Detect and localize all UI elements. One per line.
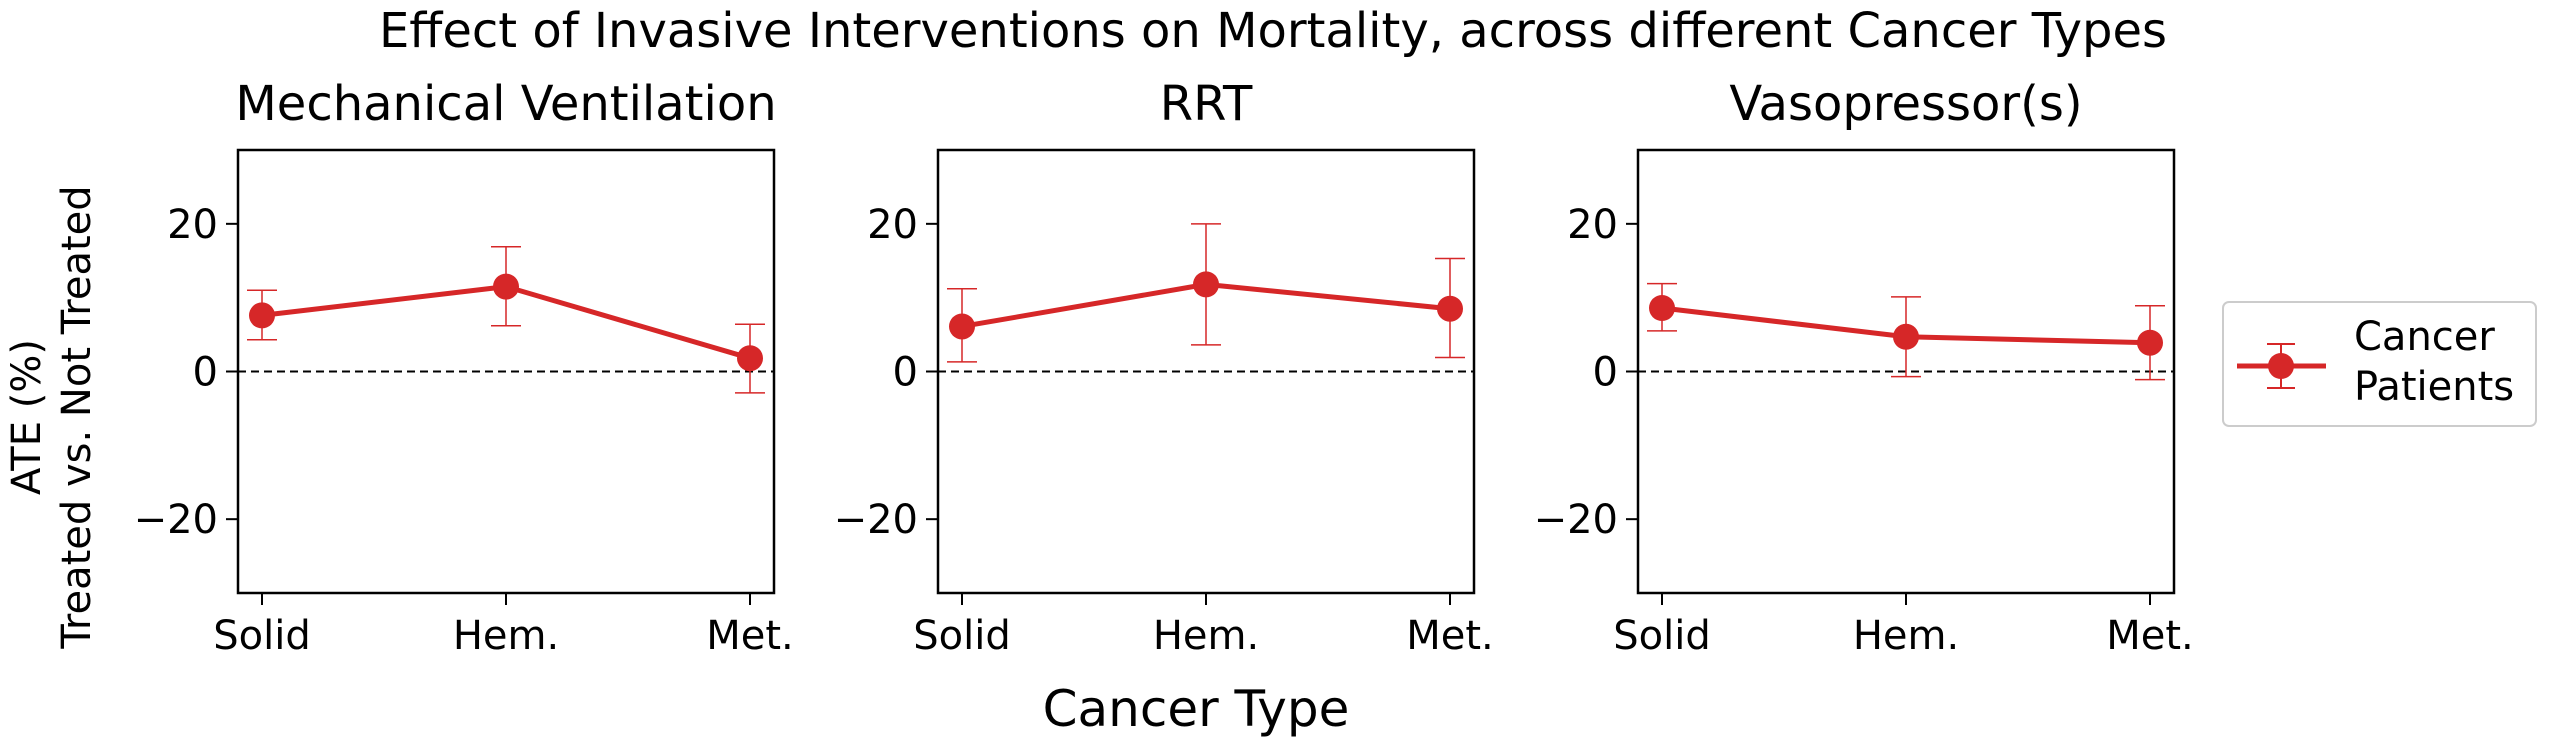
data-point — [2137, 329, 2163, 356]
subplot-title: Mechanical Ventilation — [235, 76, 776, 132]
data-point — [949, 313, 975, 340]
y-tick-label: −20 — [834, 497, 918, 543]
y-tick-label: 20 — [867, 202, 918, 248]
x-axis-label: Cancer Type — [1043, 680, 1350, 738]
legend: Cancer Patients — [2222, 301, 2537, 427]
x-tick-label: Met. — [2106, 613, 2194, 659]
y-tick-label: 20 — [167, 202, 218, 248]
x-tick-label: Met. — [1406, 613, 1494, 659]
x-tick-label: Solid — [213, 613, 310, 659]
legend-marker-icon — [2268, 353, 2294, 379]
plot-frame — [1636, 148, 2176, 595]
subplots: Mechanical Ventilation −20 0 20 Solid Hem. Met… — [134, 76, 2194, 659]
y-tick-label: 20 — [1567, 202, 1618, 248]
y-axis-label: ATE (%) Treated vs. Not Treated — [4, 185, 100, 649]
y-tick-label: 0 — [893, 350, 918, 396]
legend-label-line-1: Cancer — [2354, 314, 2495, 360]
y-axis-label-line-1: ATE (%) — [4, 339, 50, 495]
y-tick-label: 0 — [1593, 350, 1618, 396]
data-point — [1649, 295, 1675, 322]
x-tick-label: Solid — [913, 613, 1010, 659]
y-axis-label-line-2: Treated vs. Not Treated — [54, 185, 100, 649]
data-point — [1437, 295, 1463, 322]
x-tick-label: Met. — [706, 613, 794, 659]
subplot-2: RRT −20 0 20 Solid Hem. Met. — [834, 76, 1494, 659]
subplot-3: Vasopressor(s) −20 0 20 Solid Hem. Met. — [1534, 76, 2194, 659]
subplot-1: Mechanical Ventilation −20 0 20 Solid Hem. Met… — [134, 76, 794, 659]
y-tick-label: 0 — [193, 350, 218, 396]
plot-frame — [936, 148, 1476, 595]
data-point — [737, 345, 763, 372]
figure-title: Effect of Invasive Interventions on Mort… — [379, 3, 2167, 59]
x-tick-label: Solid — [1613, 613, 1710, 659]
legend-label-line-2: Patients — [2354, 364, 2514, 410]
y-tick-label: −20 — [1534, 497, 1618, 543]
x-tick-label: Hem. — [453, 613, 559, 659]
y-tick-label: −20 — [134, 497, 218, 543]
plot-frame — [236, 148, 776, 595]
subplot-title: RRT — [1160, 76, 1253, 132]
data-point — [1893, 323, 1919, 350]
legend-frame — [2222, 301, 2537, 427]
data-point — [1193, 271, 1219, 298]
x-tick-label: Hem. — [1853, 613, 1959, 659]
data-point — [249, 302, 275, 329]
x-tick-label: Hem. — [1153, 613, 1259, 659]
data-point — [493, 273, 519, 300]
subplot-title: Vasopressor(s) — [1729, 76, 2082, 132]
